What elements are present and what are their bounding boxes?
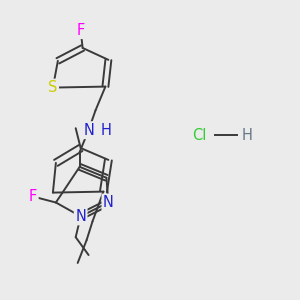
Text: F: F <box>76 22 85 38</box>
Text: N: N <box>75 209 86 224</box>
Text: F: F <box>29 189 37 204</box>
Text: H: H <box>101 123 112 138</box>
Text: H: H <box>242 128 253 142</box>
Text: N: N <box>103 195 114 210</box>
Text: N: N <box>83 123 94 138</box>
Text: S: S <box>48 80 58 95</box>
Text: Cl: Cl <box>192 128 207 142</box>
